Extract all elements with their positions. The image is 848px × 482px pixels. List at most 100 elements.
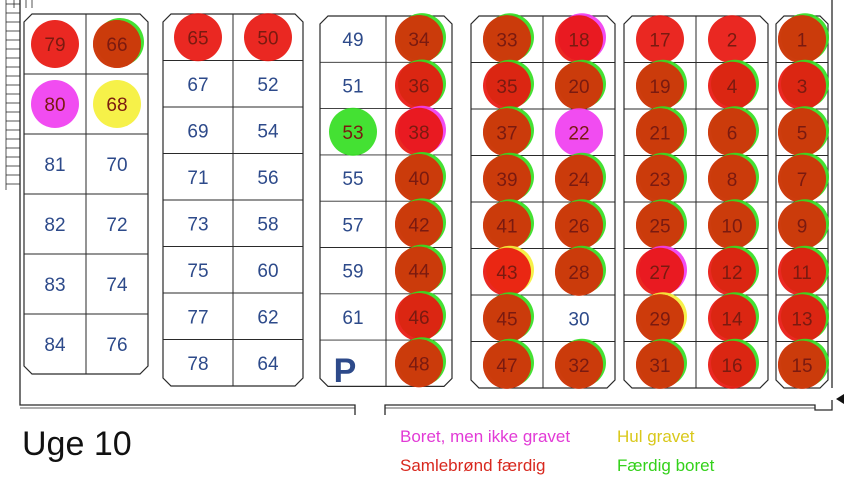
- plot-3-status-samlebrond-faerdig: [778, 61, 826, 110]
- plot-number-81: 81: [44, 155, 65, 176]
- plot-number-60: 60: [257, 261, 278, 282]
- plot-number-10: 10: [721, 216, 742, 237]
- plot-4-status-samlebrond-faerdig: [708, 61, 756, 110]
- legend-label: Færdig boret: [617, 456, 715, 475]
- plot-number-42: 42: [408, 215, 429, 236]
- plot-number-51: 51: [342, 76, 363, 97]
- plot-number-62: 62: [257, 307, 278, 328]
- plot-37-status-done-dark: [483, 108, 531, 157]
- plot-number-14: 14: [721, 309, 743, 330]
- plot-1-status-done-dark: [778, 15, 826, 64]
- plot-number-49: 49: [342, 30, 363, 51]
- plot-11-status-samlebrond-faerdig: [778, 247, 826, 296]
- plot-33-status-done-dark: [483, 15, 531, 64]
- plot-number-23: 23: [649, 170, 670, 191]
- plot-number-72: 72: [106, 215, 127, 236]
- plot-number-82: 82: [44, 215, 65, 236]
- plot-number-61: 61: [342, 308, 363, 329]
- plot-23-status-done-dark: [636, 154, 684, 203]
- block-d-frame: [470, 15, 616, 389]
- plot-47-status-done-dark: [483, 340, 531, 389]
- plot-number-64: 64: [257, 354, 279, 375]
- plot-number-71: 71: [187, 168, 208, 189]
- plot-number-73: 73: [187, 214, 208, 235]
- plot-36-status-samlebrond-faerdig: [395, 61, 443, 110]
- plot-12-status-samlebrond-faerdig: [708, 247, 756, 296]
- plot-number-30: 30: [568, 309, 589, 330]
- plot-number-34: 34: [408, 30, 430, 51]
- plot-41-status-done-dark: [483, 201, 531, 250]
- plot-number-53: 53: [342, 123, 363, 144]
- plot-number-17: 17: [649, 30, 670, 51]
- entry-arrow: [836, 394, 844, 404]
- plot-15-status-done-dark: [778, 340, 826, 389]
- plot-number-16: 16: [721, 356, 742, 377]
- plot-number-80: 80: [44, 95, 65, 116]
- plot-number-43: 43: [496, 263, 517, 284]
- plot-26-status-done-dark: [555, 201, 603, 250]
- plot-50-status-samlebrond-faerdig: [244, 13, 292, 62]
- plot-68-status-hul-gravet: [93, 80, 141, 128]
- plot-22-status-boret-ikke-gravet: [555, 108, 603, 157]
- plot-24-status-done-dark: [555, 154, 603, 203]
- plot-21-status-done-dark: [636, 108, 684, 157]
- plot-10-status-done-dark: [708, 201, 756, 250]
- plot-number-9: 9: [797, 216, 808, 237]
- plot-number-33: 33: [496, 30, 517, 51]
- block-a-frame: [23, 13, 149, 375]
- plot-number-21: 21: [649, 123, 670, 144]
- plot-number-65: 65: [187, 28, 208, 49]
- plot-9-status-done-dark: [778, 201, 826, 250]
- block-b-frame: [162, 13, 304, 387]
- plot-32-status-done-dark: [555, 340, 603, 389]
- plot-number-76: 76: [106, 335, 127, 356]
- site-boundary-right: [384, 400, 833, 415]
- plot-number-56: 56: [257, 168, 278, 189]
- plot-5-status-done-dark: [778, 108, 826, 157]
- plot-number-3: 3: [797, 77, 808, 98]
- plot-number-19: 19: [649, 77, 670, 98]
- plot-number-31: 31: [649, 356, 670, 377]
- plot-number-40: 40: [408, 169, 429, 190]
- plot-20-status-done-dark: [555, 61, 603, 110]
- plot-number-48: 48: [408, 354, 429, 375]
- legend-label: Boret, men ikke gravet: [400, 427, 571, 446]
- plot-65-status-samlebrond-faerdig: [174, 13, 222, 62]
- parking-label: P: [334, 352, 357, 390]
- plot-number-54: 54: [257, 121, 279, 142]
- plot-number-15: 15: [791, 356, 812, 377]
- plot-25-status-done-dark: [636, 201, 684, 250]
- plot-79-status-samlebrond-faerdig: [31, 20, 79, 68]
- block-f-frame: [775, 15, 829, 389]
- plot-number-83: 83: [44, 275, 65, 296]
- plot-number-39: 39: [496, 170, 517, 191]
- plot-number-18: 18: [568, 30, 589, 51]
- plot-42-status-done-dark: [395, 200, 443, 249]
- plot-number-44: 44: [408, 262, 430, 283]
- plot-43-status-samlebrond-faerdig: [483, 247, 531, 296]
- plot-number-29: 29: [649, 309, 670, 330]
- plot-number-84: 84: [44, 335, 66, 356]
- plot-38-status-samlebrond-faerdig: [395, 107, 443, 156]
- plot-39-status-done-dark: [483, 154, 531, 203]
- plot-number-35: 35: [496, 77, 517, 98]
- plot-number-6: 6: [727, 123, 738, 144]
- legend-boret-ikke-gravet: Boret, men ikke gravet: [400, 427, 570, 447]
- plot-31-status-done-dark: [636, 340, 684, 389]
- plot-number-32: 32: [568, 356, 589, 377]
- plot-29-status-done-dark: [636, 294, 684, 343]
- plot-number-67: 67: [187, 75, 208, 96]
- plot-number-28: 28: [568, 263, 589, 284]
- plot-2-status-samlebrond-faerdig: [708, 15, 756, 64]
- plot-46-status-samlebrond-faerdig: [395, 292, 443, 341]
- plot-number-79: 79: [44, 35, 65, 56]
- legend-label: Samlebrønd færdig: [400, 456, 546, 475]
- plot-17-status-samlebrond-faerdig: [636, 15, 684, 64]
- plot-number-47: 47: [496, 356, 517, 377]
- plot-number-50: 50: [257, 28, 278, 49]
- plot-34-status-done-dark: [395, 15, 443, 64]
- plot-19-status-done-dark: [636, 61, 684, 110]
- plot-number-36: 36: [408, 76, 429, 97]
- plot-48-status-done-dark: [395, 339, 443, 388]
